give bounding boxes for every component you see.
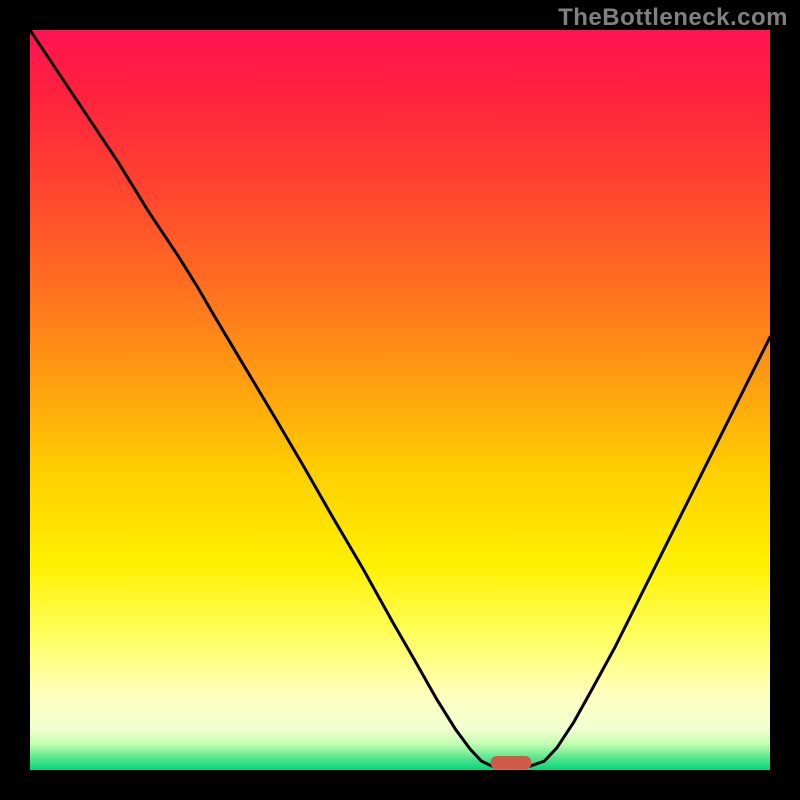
- watermark-text: TheBottleneck.com: [558, 4, 788, 32]
- optimum-marker: [491, 756, 532, 769]
- bottleneck-chart: [0, 0, 800, 800]
- gradient-background: [30, 30, 770, 770]
- chart-container: TheBottleneck.com: [0, 0, 800, 800]
